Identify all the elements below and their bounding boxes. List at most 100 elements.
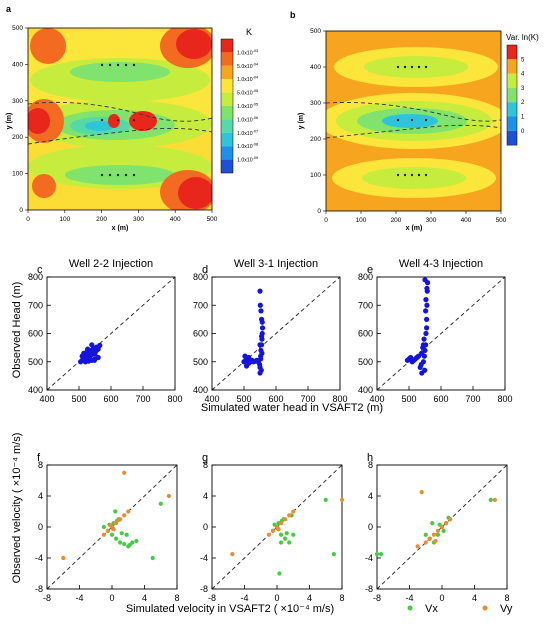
x-tick-label: 400 <box>369 394 384 404</box>
data-point-vx <box>134 538 139 544</box>
data-point-vy <box>101 532 106 537</box>
y-tick-label: 500 <box>12 25 23 32</box>
panel-b-colorbar: Var. ln(K) 5 4 3 2 1 0 <box>506 33 539 146</box>
data-point-vx <box>378 552 384 557</box>
data-point <box>242 353 248 359</box>
data-point-vy <box>122 470 127 475</box>
y-tick-label: 4 <box>38 491 43 501</box>
velocity-legend: Vx Vy <box>407 603 513 615</box>
colorbar-swatch <box>507 73 517 88</box>
panel-letter: d <box>202 264 208 276</box>
data-point-vy <box>278 521 284 526</box>
x-tick-label: 0 <box>324 217 328 224</box>
legend-label-vy: Vy <box>500 603 513 615</box>
data-point-vx <box>287 540 292 545</box>
data-point-vy <box>266 532 271 537</box>
data-point-vx <box>158 501 163 506</box>
head-xlabel: Simulated water head in VSAFT2 (m) <box>201 402 383 414</box>
panel-b-colorbar-title: Var. ln(K) <box>506 33 539 42</box>
y-tick-label: 0 <box>317 208 321 215</box>
data-point-vy <box>287 513 292 518</box>
data-point-vx <box>284 531 289 536</box>
y-tick-label: 700 <box>193 300 208 310</box>
one-to-one-line <box>211 276 341 391</box>
data-point-vx <box>150 555 155 561</box>
y-tick-label: 200 <box>310 136 321 143</box>
x-tick-label: -4 <box>75 593 83 603</box>
data-point <box>82 352 88 358</box>
data-point-vx <box>122 541 127 547</box>
y-tick-label: 0 <box>19 207 23 214</box>
y-tick-label: 300 <box>310 100 321 107</box>
colorbar-label: 1 <box>521 115 525 121</box>
panel-b: b y (m) x (m) 0 100 200 300 400 500 010020030… <box>290 10 539 232</box>
panel-a-frame <box>27 27 213 211</box>
panel-a-contour-map <box>28 28 212 210</box>
data-point-vx <box>124 532 129 537</box>
data-point <box>258 308 264 314</box>
colorbar-swatch <box>221 159 233 173</box>
y-tick-label: 500 <box>193 357 208 367</box>
data-point <box>258 356 264 362</box>
data-point-vy <box>283 517 288 522</box>
data-point-vy <box>433 538 438 544</box>
data-point-vy <box>122 513 127 518</box>
x-tick-label: 100 <box>59 216 70 223</box>
data-point <box>95 354 101 361</box>
y-tick-label: -8 <box>35 584 43 594</box>
y-tick-label: 400 <box>193 385 208 395</box>
colorbar-swatch <box>507 130 517 146</box>
panel-h: h -8 -4 0 4 8 -8 -4 0 4 8 <box>365 452 510 603</box>
y-tick-label: 100 <box>310 172 321 179</box>
data-point <box>259 325 266 331</box>
panel-b-xlabel: x (m) <box>406 225 423 232</box>
one-to-one-line <box>46 276 176 391</box>
data-point-vy <box>276 527 281 532</box>
data-point <box>419 350 425 356</box>
data-point <box>424 285 430 291</box>
y-tick-label: 200 <box>12 134 23 141</box>
panel-letter: f <box>37 452 41 464</box>
panel-letter: c <box>37 264 43 276</box>
x-tick-label: 4 <box>142 593 147 603</box>
y-tick-label: -8 <box>365 584 373 594</box>
velocity-ylabel: Observed velocity ( ×10⁻⁴ m/s) <box>11 433 23 584</box>
panel-letter: e <box>367 264 373 276</box>
head-scatter-panels: c Well 2-2 Injection 400 500 600 700 800 400 500… <box>28 258 513 404</box>
data-point-vy <box>448 517 453 522</box>
panel-a-xticks: 0 100 200 300 400 500 <box>26 210 218 223</box>
y-tick-label: 500 <box>310 28 321 35</box>
colorbar-swatch <box>507 116 517 131</box>
data-point-vx <box>488 497 493 502</box>
x-tick-label: 200 <box>391 217 402 224</box>
data-point <box>85 346 91 352</box>
data-point <box>258 367 264 373</box>
colorbar-swatch <box>221 119 233 133</box>
colorbar-label: 5.0x10-05 <box>237 88 258 97</box>
data-point-vx <box>277 571 282 576</box>
one-to-one-line <box>46 464 178 590</box>
data-point <box>86 352 92 358</box>
data-point-vy <box>492 497 497 502</box>
data-point <box>89 342 95 348</box>
data-point <box>421 336 427 342</box>
x-tick-label: 500 <box>496 217 507 224</box>
data-point-vy <box>419 490 424 495</box>
colorbar-label: 5 <box>521 57 525 63</box>
x-tick-label: 300 <box>426 217 437 224</box>
x-tick-label: 0 <box>26 216 30 223</box>
data-point <box>424 325 430 331</box>
y-tick-label: 700 <box>28 300 43 310</box>
y-tick-label: 400 <box>358 385 373 395</box>
data-point <box>257 361 263 368</box>
data-point-vy <box>111 527 116 532</box>
colorbar-swatch <box>221 106 233 120</box>
data-point <box>418 361 424 368</box>
data-point-vy <box>415 544 420 549</box>
data-point-vy <box>113 521 119 526</box>
y-tick-label: 600 <box>193 329 208 339</box>
data-point-vy <box>61 555 66 561</box>
data-point-vx <box>283 536 288 541</box>
x-tick-label: -4 <box>405 593 413 603</box>
